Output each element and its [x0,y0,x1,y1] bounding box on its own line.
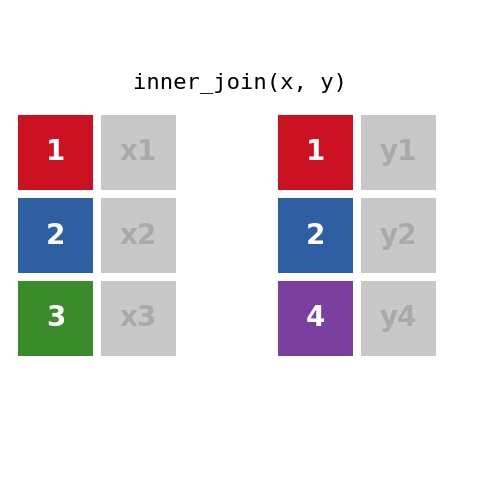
Text: y4: y4 [380,304,417,333]
FancyBboxPatch shape [278,198,353,273]
FancyBboxPatch shape [101,198,176,273]
FancyBboxPatch shape [101,115,176,190]
FancyBboxPatch shape [18,115,93,190]
Text: 4: 4 [306,304,325,333]
FancyBboxPatch shape [361,281,436,356]
FancyBboxPatch shape [18,198,93,273]
FancyBboxPatch shape [18,281,93,356]
Text: y1: y1 [380,139,417,167]
Text: 2: 2 [46,221,65,250]
Text: 1: 1 [46,139,65,167]
FancyBboxPatch shape [361,115,436,190]
Text: 3: 3 [46,304,65,333]
Text: inner_join(x, y): inner_join(x, y) [133,72,347,94]
Text: x3: x3 [120,304,157,333]
FancyBboxPatch shape [361,198,436,273]
FancyBboxPatch shape [101,281,176,356]
Text: x1: x1 [120,139,157,167]
Text: y2: y2 [380,221,417,250]
Text: x2: x2 [120,221,157,250]
Text: 1: 1 [306,139,325,167]
Text: 2: 2 [306,221,325,250]
FancyBboxPatch shape [278,115,353,190]
FancyBboxPatch shape [278,281,353,356]
